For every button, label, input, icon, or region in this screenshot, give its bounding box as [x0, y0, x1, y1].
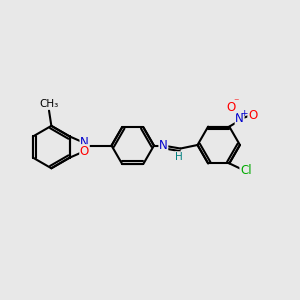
Text: +: + — [240, 109, 248, 118]
Text: H: H — [175, 152, 183, 162]
Text: O: O — [227, 101, 236, 114]
Text: ⁻: ⁻ — [233, 97, 239, 107]
Text: Cl: Cl — [240, 164, 252, 177]
Text: N: N — [235, 112, 244, 125]
Text: N: N — [80, 136, 89, 149]
Text: O: O — [248, 109, 257, 122]
Text: O: O — [80, 145, 89, 158]
Text: CH₃: CH₃ — [39, 99, 58, 109]
Text: N: N — [159, 139, 168, 152]
